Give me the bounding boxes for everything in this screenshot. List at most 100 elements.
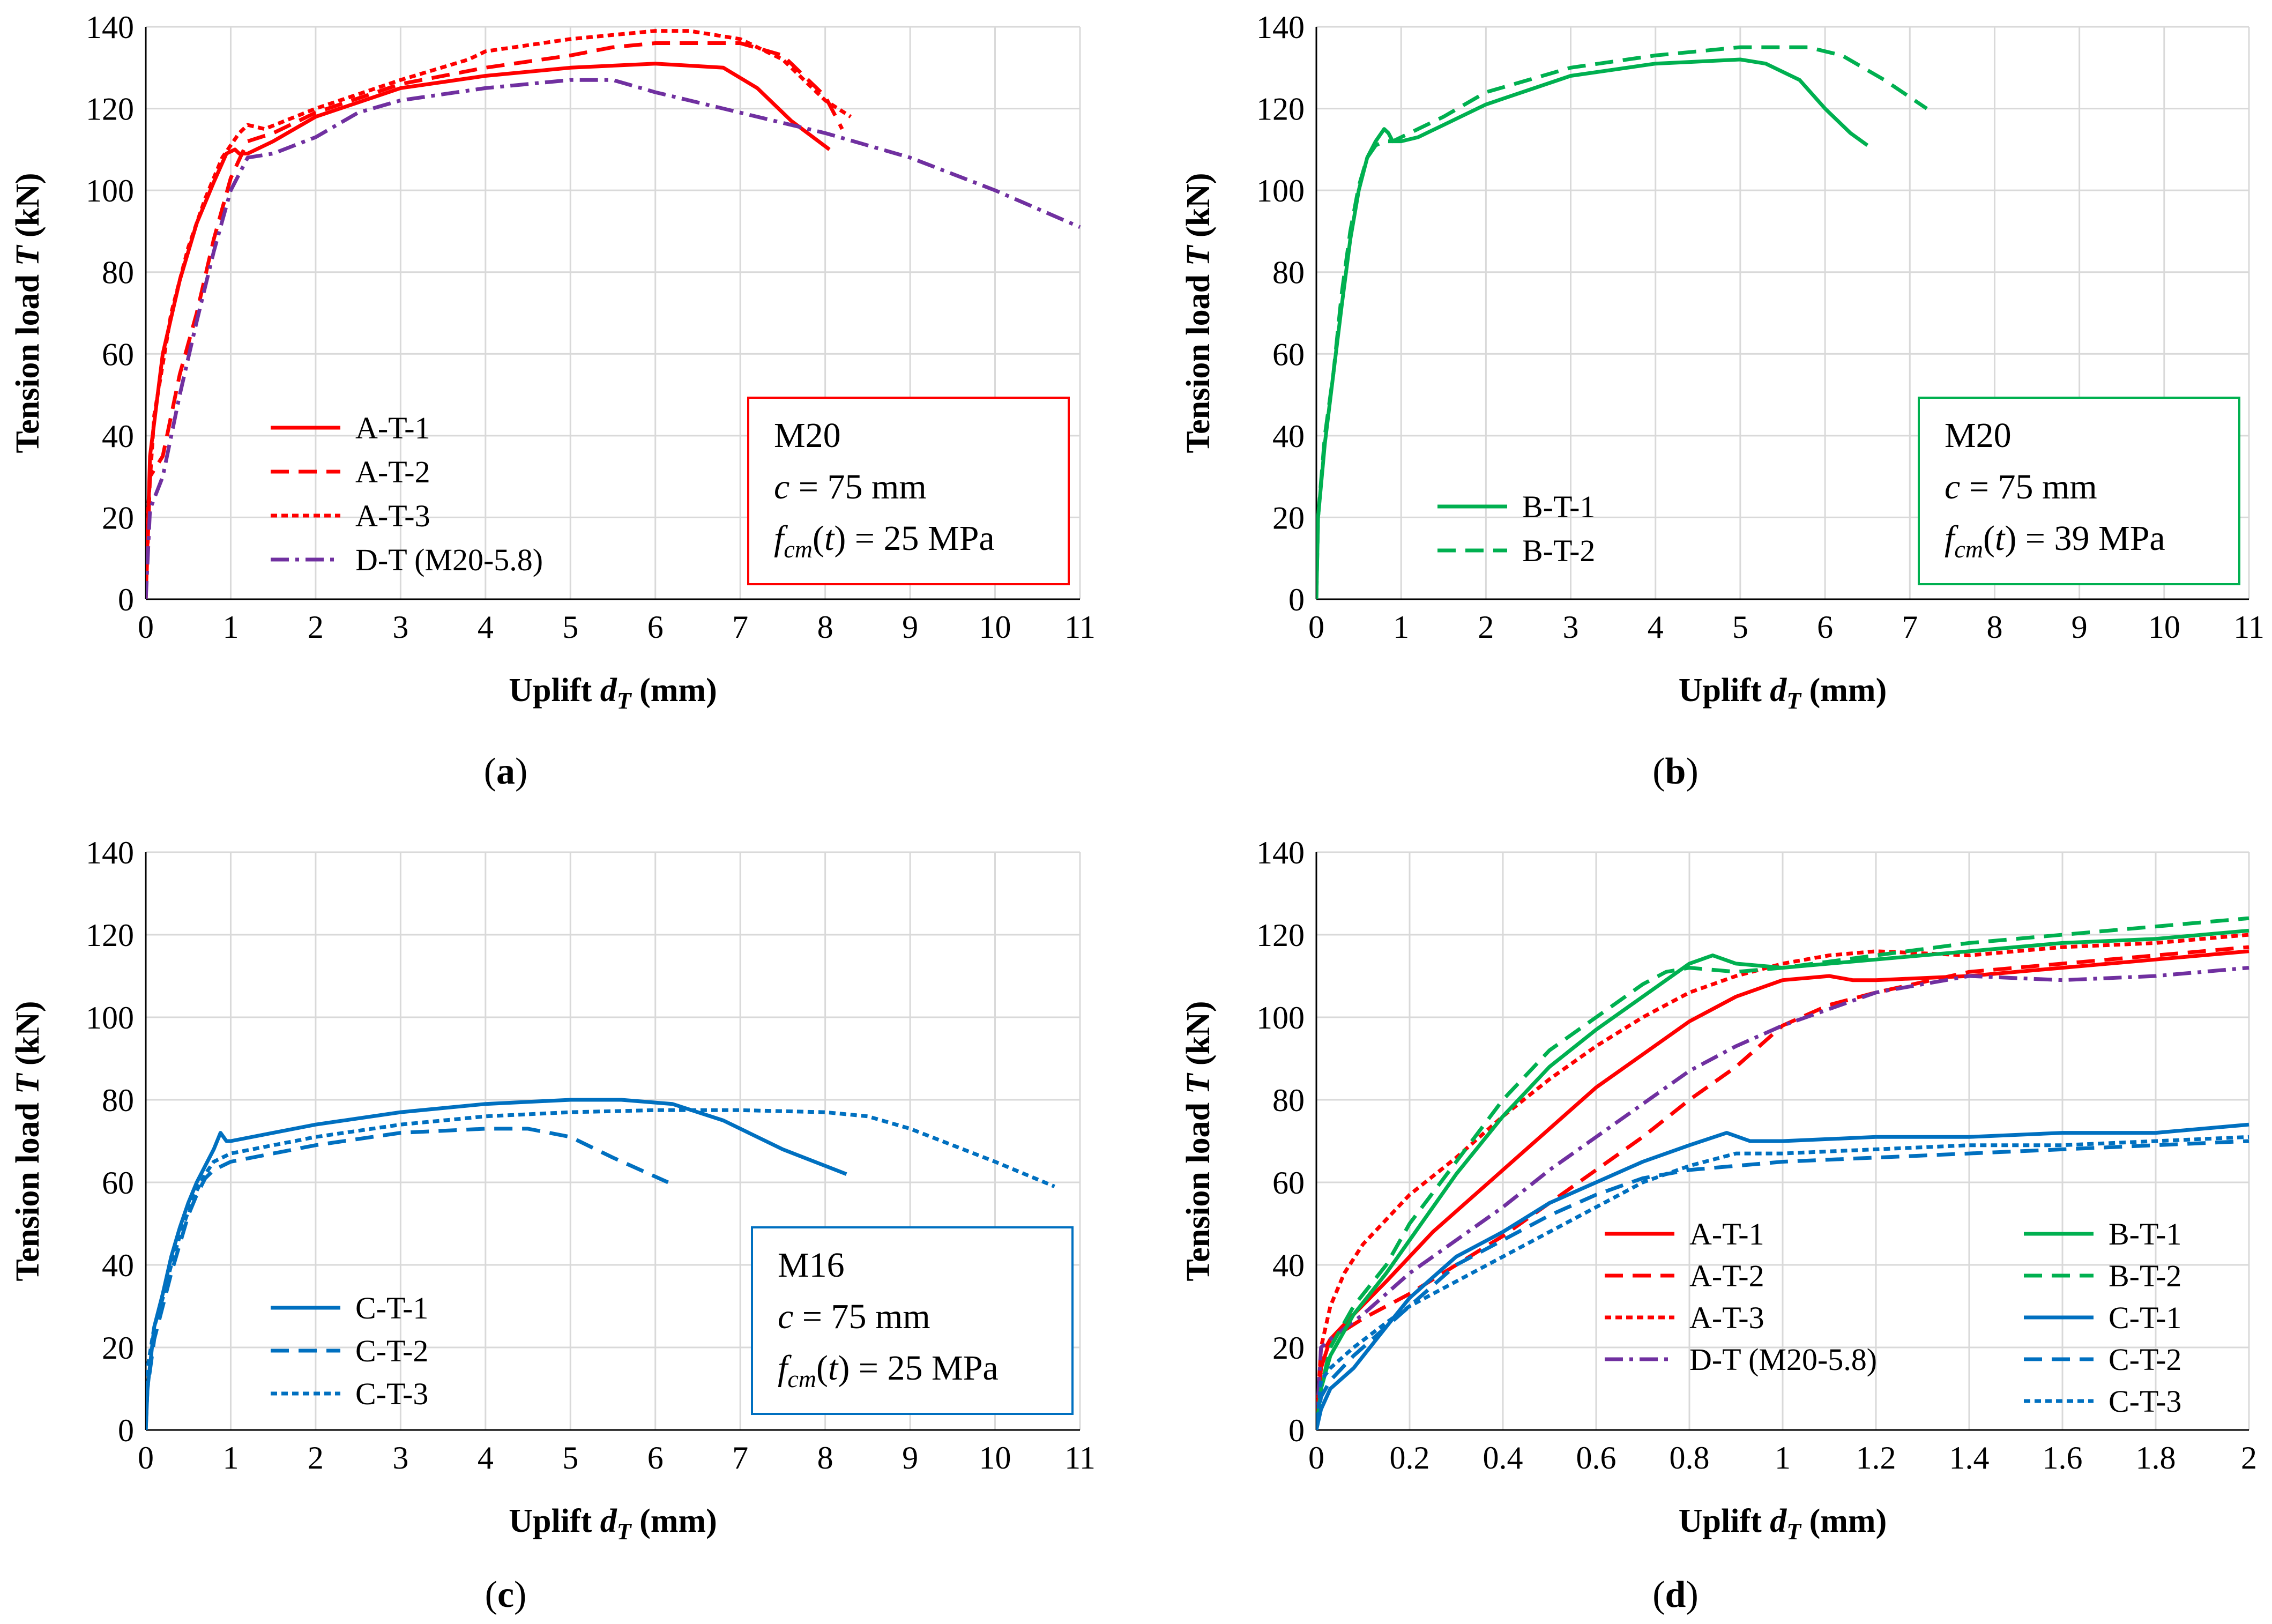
info-line-strength: fcm(t) = 39 MPa	[1945, 519, 2165, 563]
x-tick-label: 9	[2072, 609, 2088, 645]
series-a-t-2	[1316, 945, 2249, 1430]
x-tick-label: 2	[1478, 609, 1494, 645]
legend-label: B-T-2	[2109, 1258, 2181, 1293]
x-tick-label: 1.2	[1856, 1440, 1896, 1476]
y-axis-label: Tension load T (kN)	[10, 1001, 46, 1281]
series-d-t-m20-5-8-	[1316, 966, 2249, 1430]
y-tick-label: 140	[86, 835, 134, 870]
y-tick-label: 40	[1272, 1248, 1305, 1283]
panel-caption: (a)	[484, 751, 528, 792]
x-tick-label: 2	[308, 1440, 324, 1476]
info-box	[751, 1226, 1074, 1415]
x-tick-label: 4	[1648, 609, 1664, 645]
x-tick-label: 1.4	[1949, 1440, 1990, 1476]
x-tick-label: 6	[1817, 609, 1833, 645]
legend-label: B-T-1	[1522, 489, 1595, 524]
info-box	[1918, 397, 2240, 585]
legend-label: D-T (M20-5.8)	[355, 542, 543, 577]
chart-panel-d: 0 20 40 60 80 100 120 140 0 0.2 0.4 0.6 0.8 1 1.2 1.4 1.…	[1180, 835, 2257, 1615]
legend-label: C-T-3	[355, 1376, 428, 1411]
x-axis-label: Uplift dT (mm)	[1679, 1503, 1887, 1545]
y-tick-label: 120	[1256, 92, 1305, 127]
y-tick-label: 20	[102, 1330, 134, 1366]
y-tick-label: 100	[1256, 1000, 1305, 1036]
x-axis-label: Uplift dT (mm)	[1679, 672, 1887, 714]
legend-label: A-T-2	[355, 455, 430, 489]
x-tick-label: 0	[138, 1440, 154, 1476]
x-tick-label: 0	[1308, 1440, 1324, 1476]
x-tick-label: 0.2	[1390, 1440, 1430, 1476]
x-tick-label: 5	[1732, 609, 1748, 645]
y-tick-label: 0	[1288, 582, 1305, 617]
info-line-size: M20	[774, 416, 841, 455]
legend-label: B-T-2	[1522, 533, 1595, 568]
x-tick-label: 11	[1064, 609, 1096, 645]
series-b-t-2	[1316, 45, 1928, 599]
x-tick-label: 0.6	[1576, 1440, 1617, 1476]
y-tick-label: 20	[1272, 500, 1305, 535]
y-tick-label: 80	[102, 1083, 134, 1118]
y-tick-label: 40	[102, 1248, 134, 1283]
x-axis-label: Uplift dT (mm)	[509, 1503, 717, 1545]
info-line-size: M16	[778, 1246, 845, 1285]
x-tick-label: 1.6	[2043, 1440, 2083, 1476]
legend-label: C-T-3	[2109, 1384, 2181, 1419]
x-tick-label: 5	[562, 1440, 578, 1476]
x-tick-label: 0	[138, 609, 154, 645]
y-tick-label: 140	[86, 10, 134, 45]
y-axis-label: Tension load T (kN)	[1180, 173, 1217, 453]
x-tick-label: 4	[478, 609, 494, 645]
legend-label: C-T-1	[355, 1291, 428, 1325]
x-tick-label: 8	[817, 1440, 833, 1476]
x-tick-label: 3	[392, 609, 408, 645]
x-tick-label: 9	[902, 609, 918, 645]
panel-caption: (b)	[1652, 751, 1699, 792]
series-d-t-m20-5-8-	[146, 78, 1081, 599]
legend-label: A-T-3	[1689, 1300, 1764, 1335]
legend-label: A-T-3	[355, 498, 430, 533]
x-tick-label: 3	[392, 1440, 408, 1476]
series-a-t-2	[146, 41, 844, 599]
y-axis-label: Tension load T (kN)	[1180, 1001, 1217, 1281]
x-tick-label: 6	[647, 609, 664, 645]
legend-label: D-T (M20-5.8)	[1689, 1342, 1877, 1377]
x-tick-label: 10	[2148, 609, 2180, 645]
x-tick-label: 10	[979, 609, 1011, 645]
series-c-t-2	[1316, 1139, 2249, 1430]
chart-panel-a: 0 20 40 60 80 100 120 140 0 1 2 3 4 5 6 7 8 9 10 11 Uplift d…	[10, 10, 1096, 792]
info-line-cover: c = 75 mm	[778, 1297, 930, 1336]
x-tick-label: 0.4	[1483, 1440, 1523, 1476]
y-tick-label: 60	[102, 1165, 134, 1201]
x-tick-label: 7	[732, 1440, 748, 1476]
info-line-strength: fcm(t) = 25 MPa	[778, 1349, 999, 1392]
info-line-strength: fcm(t) = 25 MPa	[774, 519, 995, 563]
y-tick-label: 140	[1256, 835, 1305, 870]
series-a-t-1	[146, 62, 831, 599]
series-c-t-3	[1316, 1135, 2249, 1430]
panel-caption: (d)	[1652, 1574, 1699, 1615]
info-line-cover: c = 75 mm	[1945, 467, 2097, 506]
x-tick-label: 11	[2233, 609, 2264, 645]
x-tick-label: 1	[1393, 609, 1409, 645]
x-tick-label: 1	[222, 609, 239, 645]
y-tick-label: 0	[118, 582, 134, 617]
x-tick-label: 6	[647, 1440, 664, 1476]
legend-label: C-T-1	[2109, 1300, 2181, 1335]
x-axis-label: Uplift dT (mm)	[509, 672, 717, 714]
y-axis-label: Tension load T (kN)	[10, 173, 46, 453]
y-tick-label: 100	[86, 1000, 134, 1036]
x-tick-label: 4	[478, 1440, 494, 1476]
y-tick-label: 120	[1256, 918, 1305, 953]
x-tick-label: 1	[222, 1440, 239, 1476]
y-tick-label: 100	[86, 173, 134, 208]
y-tick-label: 60	[1272, 1165, 1305, 1201]
info-line-cover: c = 75 mm	[774, 467, 927, 506]
y-tick-label: 80	[102, 255, 134, 290]
y-tick-label: 20	[1272, 1330, 1305, 1366]
y-tick-label: 0	[118, 1413, 134, 1448]
series-b-t-1	[1316, 928, 2249, 1430]
x-tick-label: 9	[902, 1440, 918, 1476]
legend-label: B-T-1	[2109, 1217, 2181, 1251]
y-tick-label: 140	[1256, 10, 1305, 45]
